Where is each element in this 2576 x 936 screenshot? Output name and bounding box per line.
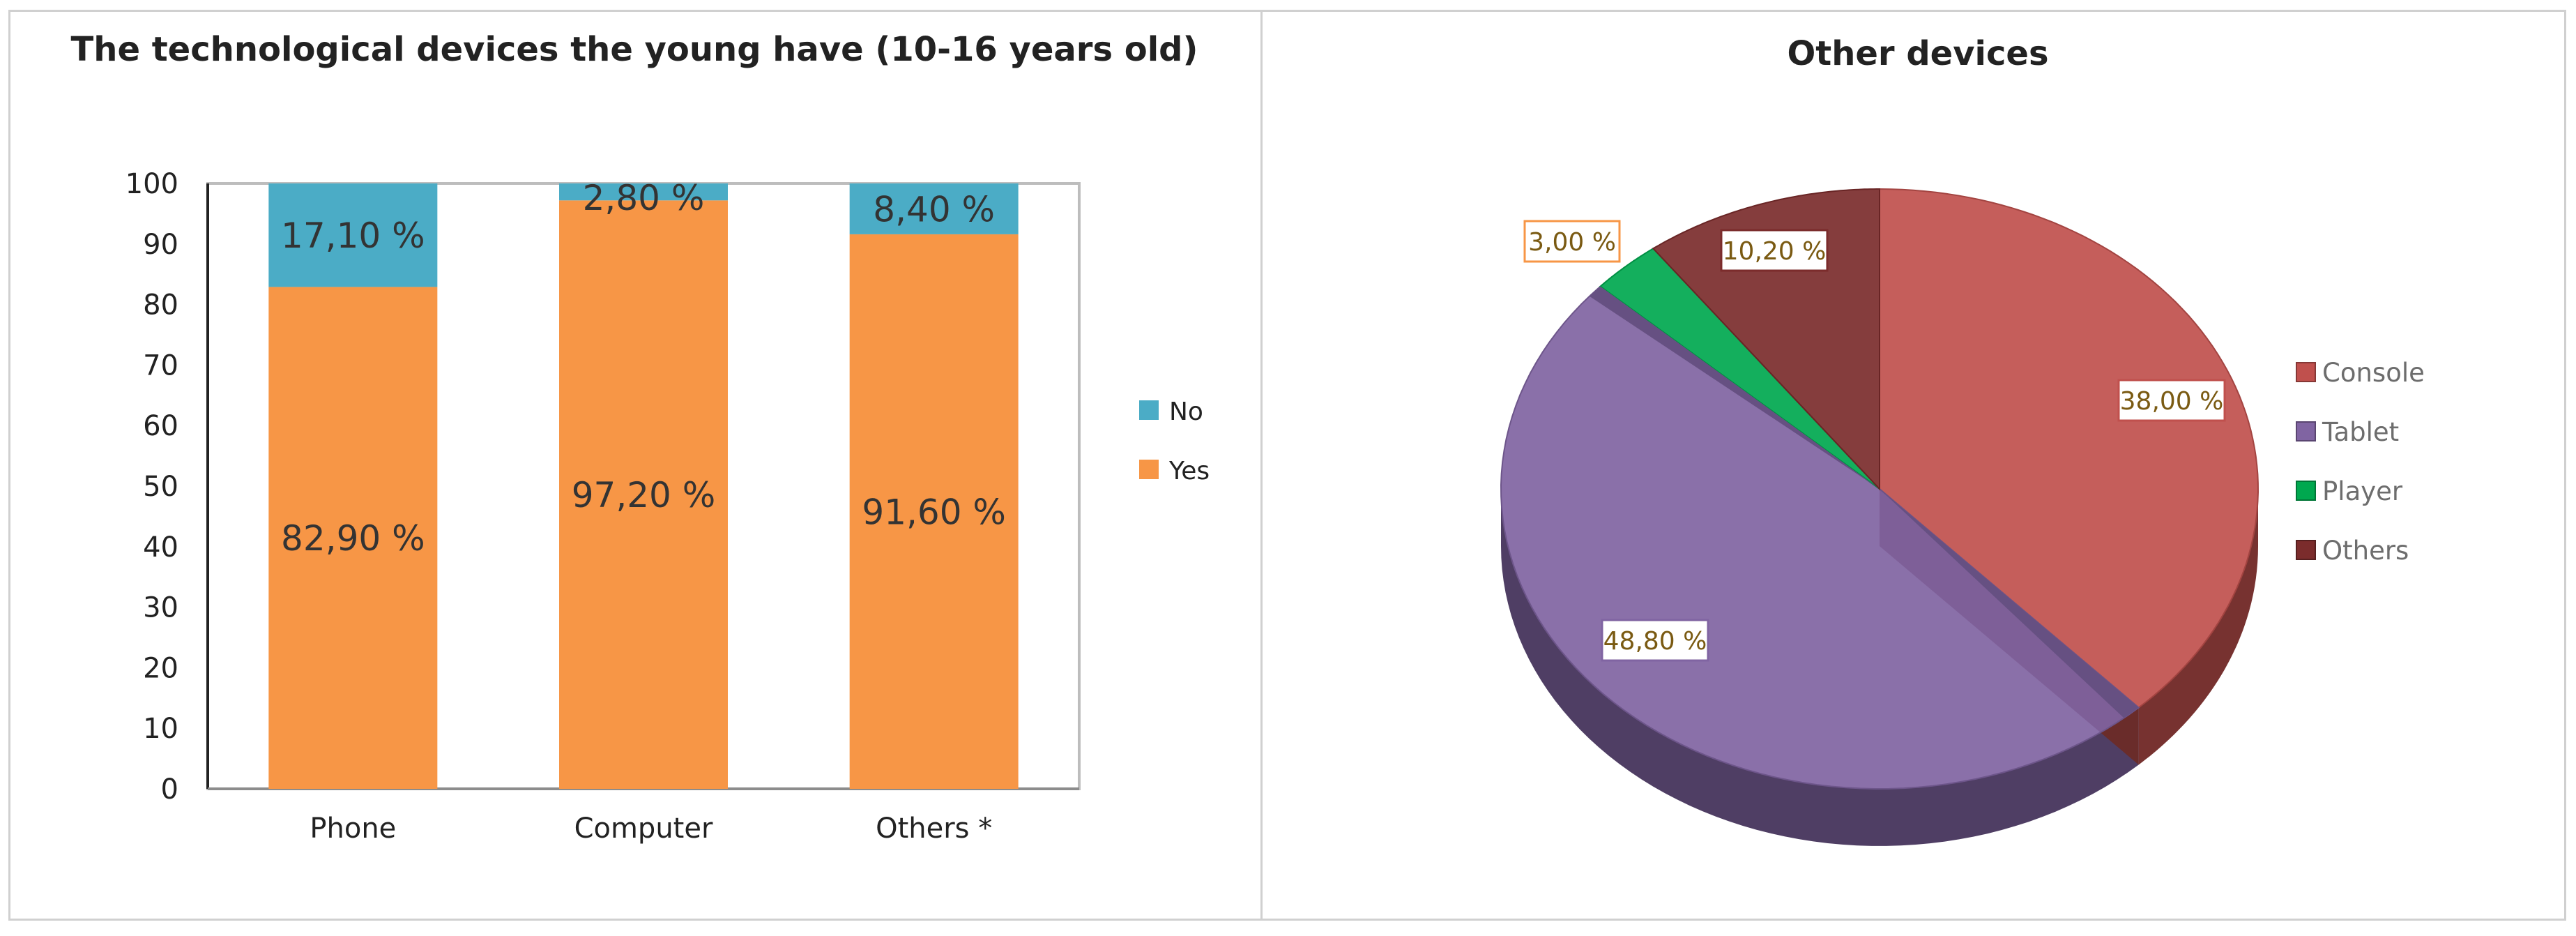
bar-yes	[849, 234, 1019, 789]
pie-data-label: 3,00 %	[1528, 228, 1616, 257]
legend-label: Player	[2322, 476, 2403, 506]
data-label: 97,20 %	[572, 475, 716, 515]
y-tick-label: 20	[143, 652, 178, 684]
pie-legend: Console Tablet Player Others	[2296, 358, 2425, 566]
bar-plot-area: 0 10 20 30 40 50 60 70 80 90 100 82,90 % 17,10 % Phon…	[125, 168, 1081, 845]
legend-label: No	[1169, 398, 1203, 426]
y-tick-label: 40	[143, 531, 178, 564]
pie-edge-shade	[1880, 489, 2139, 718]
bar-chart: The technological devices the young have…	[71, 30, 1210, 845]
y-tick-label: 10	[143, 713, 178, 745]
pie-data-label: 48,80 %	[1603, 627, 1707, 656]
y-tick-label: 30	[143, 592, 178, 624]
data-label: 2,80 %	[583, 178, 705, 218]
bar-yes	[268, 287, 438, 790]
y-tick-label: 80	[143, 289, 178, 322]
legend-label: Tablet	[2322, 417, 2399, 447]
legend-swatch	[2296, 421, 2316, 441]
bar-no	[268, 183, 438, 287]
legend-swatch	[2296, 481, 2316, 501]
pie-chart-panel: Other devices 38,00 % 48,80 % 3,00 % 10,20 …	[1260, 10, 2566, 921]
y-tick-label: 70	[143, 349, 178, 382]
data-label: 17,10 %	[281, 216, 425, 256]
pie-label-box	[1523, 220, 1621, 263]
x-tick-label: Computer	[574, 813, 713, 845]
pie-data-label: 10,20 %	[1723, 237, 1827, 266]
y-tick-label: 50	[143, 471, 178, 503]
y-tick-label: 60	[143, 410, 178, 442]
pie-label-box	[1601, 619, 1709, 662]
pie-edge-shade	[1589, 286, 1880, 489]
pie-side-tablet	[1501, 489, 2139, 846]
pie-slice-tablet	[1500, 285, 2140, 790]
legend-label: Console	[2322, 358, 2425, 388]
legend-swatch	[2296, 362, 2316, 382]
legend-swatch	[1139, 400, 1159, 420]
x-tick-label: Others *	[876, 813, 992, 845]
y-tick-label: 90	[143, 229, 178, 261]
pie-chart-title: Other devices	[1787, 34, 2048, 73]
y-tick-label: 0	[161, 773, 178, 806]
pie-plot-area: 38,00 % 48,80 % 3,00 % 10,20 %	[1500, 188, 2259, 846]
data-label: 8,40 %	[873, 189, 995, 229]
bar-no	[559, 183, 728, 201]
bar-no	[849, 183, 1019, 234]
pie-slice-console	[1879, 188, 2259, 709]
bar-chart-title: The technological devices the young have…	[71, 30, 1198, 69]
bar-yes	[559, 200, 728, 790]
y-tick-label: 100	[125, 168, 178, 200]
pie-side-console	[2138, 489, 2258, 765]
pie-label-box	[2117, 379, 2226, 422]
legend-label: Others	[2322, 536, 2409, 566]
pie-data-label: 38,00 %	[2120, 387, 2224, 416]
bar-chart-panel: The technological devices the young have…	[8, 10, 1263, 921]
x-tick-label: Phone	[310, 813, 396, 845]
data-label: 82,90 %	[281, 518, 425, 559]
pie-label-box	[1720, 229, 1829, 272]
legend-label: Yes	[1168, 457, 1210, 485]
data-label: 91,60 %	[862, 492, 1006, 532]
legend-swatch	[2296, 540, 2316, 560]
pie-slice-player	[1599, 248, 1880, 490]
bar-legend: No Yes	[1139, 398, 1210, 485]
pie-chart: Other devices 38,00 % 48,80 % 3,00 % 10,20 …	[1500, 34, 2425, 846]
legend-swatch	[1139, 460, 1159, 479]
